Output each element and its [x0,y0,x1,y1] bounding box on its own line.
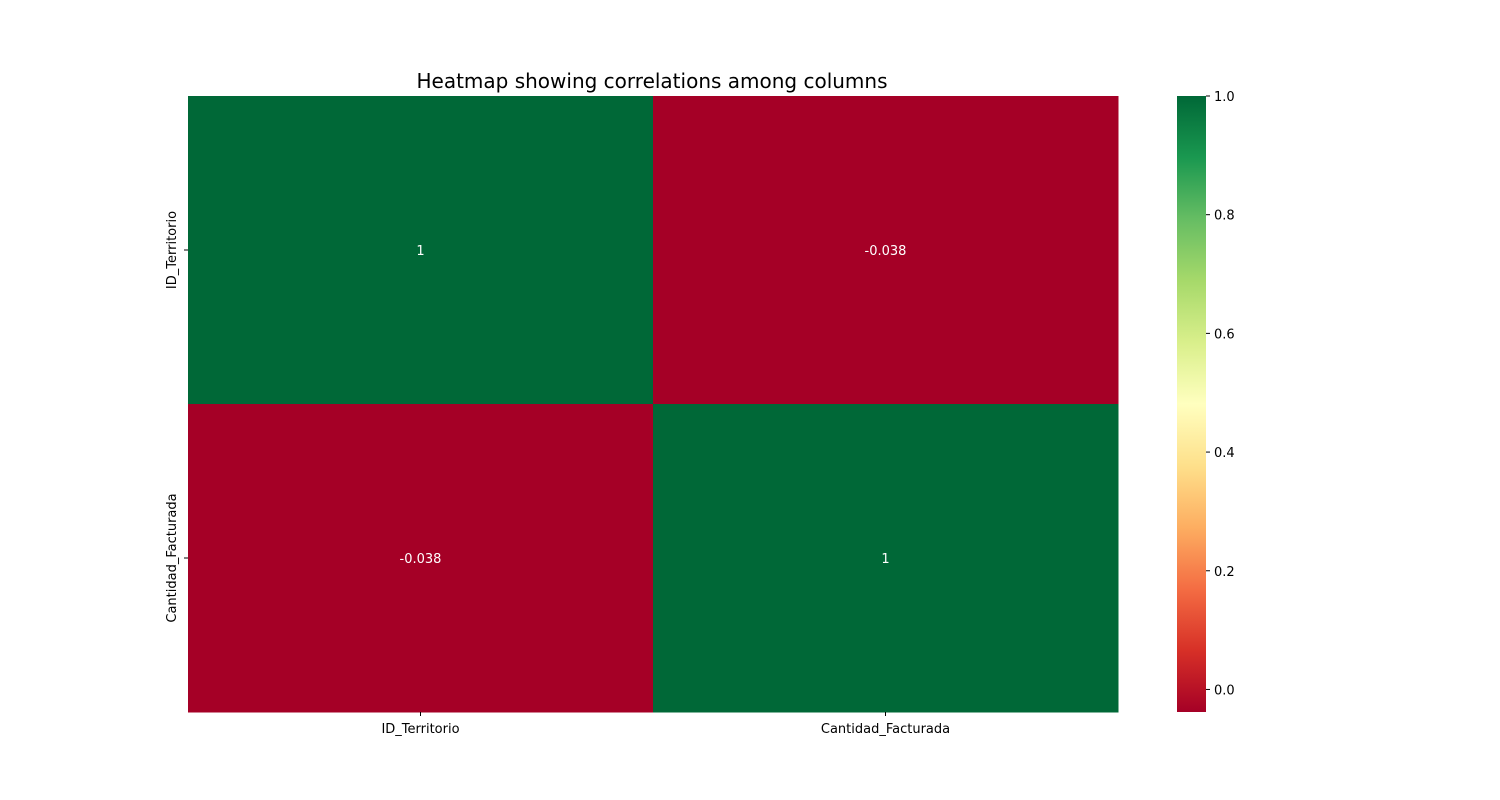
y-tick-label: ID_Territorio [165,211,180,289]
heatmap-cell [653,96,1119,405]
colorbar-tick-label: 0.2 [1214,565,1235,580]
colorbar-axis: 0.0 0.2 0.4 0.6 0.8 1.0 [1206,90,1235,698]
colorbar-tick-label: 0.8 [1214,209,1235,224]
colorbar-tick-label: 0.0 [1214,683,1235,698]
chart-title: Heatmap showing correlations among colum… [416,69,887,93]
x-axis: ID_Territorio Cantidad_Facturada [381,712,950,737]
cell-annotations: 1 -0.038 -0.038 1 [400,244,907,567]
heatmap-cells [188,96,1119,713]
y-axis: ID_Territorio Cantidad_Facturada [165,211,188,623]
y-tick-label: Cantidad_Facturada [165,493,180,622]
colorbar-tick-label: 1.0 [1214,90,1235,105]
x-tick-label: ID_Territorio [381,722,459,737]
x-tick-label: Cantidad_Facturada [821,722,950,737]
cell-annotation: 1 [881,552,889,567]
heatmap-cell [188,404,654,713]
heatmap-cell [188,96,654,405]
colorbar-tick-label: 0.6 [1214,327,1235,342]
cell-annotation: -0.038 [865,244,907,259]
heatmap-cell [653,404,1119,713]
colorbar-tick-label: 0.4 [1214,446,1235,461]
colorbar [1177,96,1206,712]
cell-annotation: -0.038 [400,552,442,567]
cell-annotation: 1 [416,244,424,259]
